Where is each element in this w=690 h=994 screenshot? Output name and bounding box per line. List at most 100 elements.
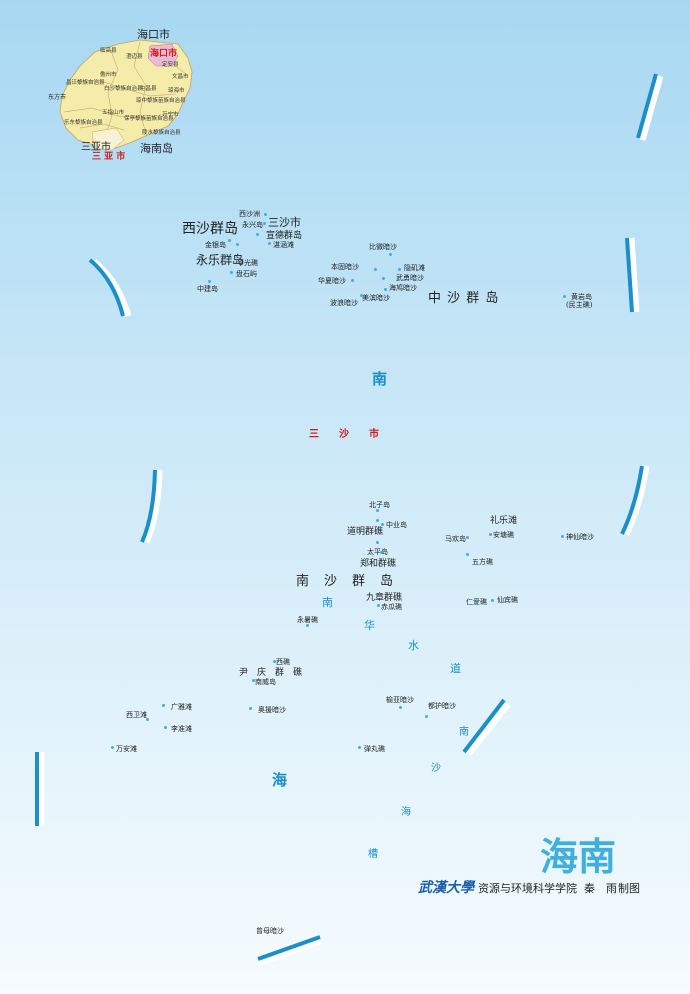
zhanhan-label: 湛涵滩 — [273, 241, 294, 249]
bobo-label: 波浪暗沙 — [330, 299, 358, 307]
boundary-dash — [636, 73, 658, 139]
reef-point — [374, 268, 377, 271]
boundary-dash — [627, 237, 640, 313]
reef-point — [466, 553, 469, 556]
reef-point — [164, 726, 167, 729]
lile-label: 礼乐滩 — [490, 516, 518, 526]
reef-point — [466, 536, 469, 539]
zhongjian-label: 中建岛 — [197, 285, 218, 293]
county-label: 临高县 — [100, 48, 117, 54]
yongle-label: 永乐群岛 — [196, 253, 245, 267]
nansha-islands-label: 南 沙 群 岛 — [296, 574, 395, 589]
county-label: 文昌市 — [172, 74, 189, 80]
boundary-dash — [638, 75, 664, 141]
boundary-dash — [625, 237, 634, 313]
county-label: 陵水黎族自治县 — [142, 130, 181, 136]
haikou-label-top: 海口市 — [137, 28, 170, 41]
reef-point — [563, 295, 566, 298]
zhongye-label: 中业岛 — [386, 521, 407, 529]
boundary-dash — [140, 469, 157, 543]
hainan-island-label: 海南岛 — [140, 142, 173, 155]
panshiyu-label: 盘石屿 — [236, 270, 257, 278]
huangyan-label: 黄岩岛 — [571, 293, 592, 301]
nansha-trough-char: 南 — [459, 727, 469, 738]
reef-point — [252, 679, 255, 682]
reef-point — [351, 279, 354, 282]
wufang-label: 五方礁 — [472, 558, 493, 566]
reef-point — [377, 604, 380, 607]
county-label: 定安县 — [162, 62, 179, 68]
nansha-trough-char: 沙 — [431, 763, 441, 774]
boundary-dash — [256, 937, 322, 967]
huaguang-label: 华光礁 — [237, 259, 258, 267]
map-title: 海南 — [540, 835, 617, 879]
reef-point — [146, 718, 149, 721]
chigua-label: 赤瓜礁 — [381, 603, 402, 611]
boundary-dash — [620, 465, 644, 535]
reef-point — [376, 509, 379, 512]
wuyong-label: 武勇暗沙 — [396, 274, 424, 282]
reef-point — [381, 523, 384, 526]
reef-point — [474, 601, 477, 604]
andu-label: 安塘礁 — [493, 531, 514, 539]
xiwei-label: 西卫滩 — [126, 711, 147, 719]
boundary-dash — [257, 935, 321, 961]
xishazhou-label: 西沙洲 — [239, 210, 260, 218]
reef-point — [236, 243, 239, 246]
reef-point — [208, 280, 211, 283]
reef-point — [360, 294, 363, 297]
dubu-label: 都护暗沙 — [428, 702, 456, 710]
jinyin-label: 金银岛 — [205, 241, 226, 249]
county-label: 屯昌县 — [140, 86, 157, 92]
majia-label: 马欢岛 — [445, 535, 466, 543]
lijiao-label: 李准滩 — [171, 725, 192, 733]
nanhua-channel-char: 华 — [364, 619, 375, 632]
county-label: 五指山市 — [102, 110, 125, 116]
reef-point — [230, 271, 233, 274]
county-label: 万宁市 — [162, 112, 179, 118]
county-label: 琼海市 — [168, 88, 185, 94]
yubei-label: 榆亚暗沙 — [386, 696, 414, 704]
boundary-dash — [462, 698, 506, 754]
haikou-label-red: 海口市 — [150, 49, 178, 59]
reef-point — [384, 288, 387, 291]
sansha-city-red-label: 三 沙 市 — [309, 429, 379, 440]
nanhua-channel-char: 水 — [408, 639, 419, 652]
reef-point — [306, 624, 309, 627]
sanya-label-red: 三 亚 市 — [92, 152, 126, 162]
reef-point — [489, 533, 492, 536]
reef-point — [162, 704, 165, 707]
xuande-label: 宣德群岛 — [266, 231, 303, 241]
reef-point — [256, 233, 259, 236]
reef-point — [389, 253, 392, 256]
nanhua-channel-char: 南 — [322, 596, 333, 609]
boundary-dash — [88, 258, 125, 317]
zhongsha-islands-label: 中 沙 群 岛 — [428, 291, 500, 306]
county-label: 澄迈县 — [126, 54, 143, 60]
sea-char-label: 海 — [272, 771, 288, 789]
danwan-label: 弹丸礁 — [364, 745, 385, 753]
haijiu-label: 海鸠暗沙 — [389, 284, 417, 292]
aoyuan-label: 奥援暗沙 — [258, 706, 286, 714]
sanya-area — [91, 127, 125, 151]
yindi-label: 隐矶滩 — [404, 264, 425, 272]
xisha-islands-label: 西沙群岛 — [182, 221, 238, 237]
reef-point — [382, 277, 385, 280]
reef-point — [380, 551, 383, 554]
yinqing-label: 尹 庆 群 礁 — [239, 668, 303, 678]
author-label: 秦 雨 — [584, 882, 617, 895]
zhenghe-label: 郑和群礁 — [360, 559, 397, 569]
taiping-label: 太平岛 — [367, 548, 388, 556]
reef-point — [268, 242, 271, 245]
reef-point — [264, 213, 267, 216]
bengu-label: 本固暗沙 — [331, 263, 359, 271]
daoming-label: 道明群礁 — [347, 527, 384, 537]
county-label: 昌江黎族自治县 — [66, 80, 105, 86]
reef-point — [263, 222, 266, 225]
boundary-dash — [465, 701, 511, 757]
haikou-area — [147, 43, 179, 67]
hainan-island-shape — [59, 39, 193, 149]
